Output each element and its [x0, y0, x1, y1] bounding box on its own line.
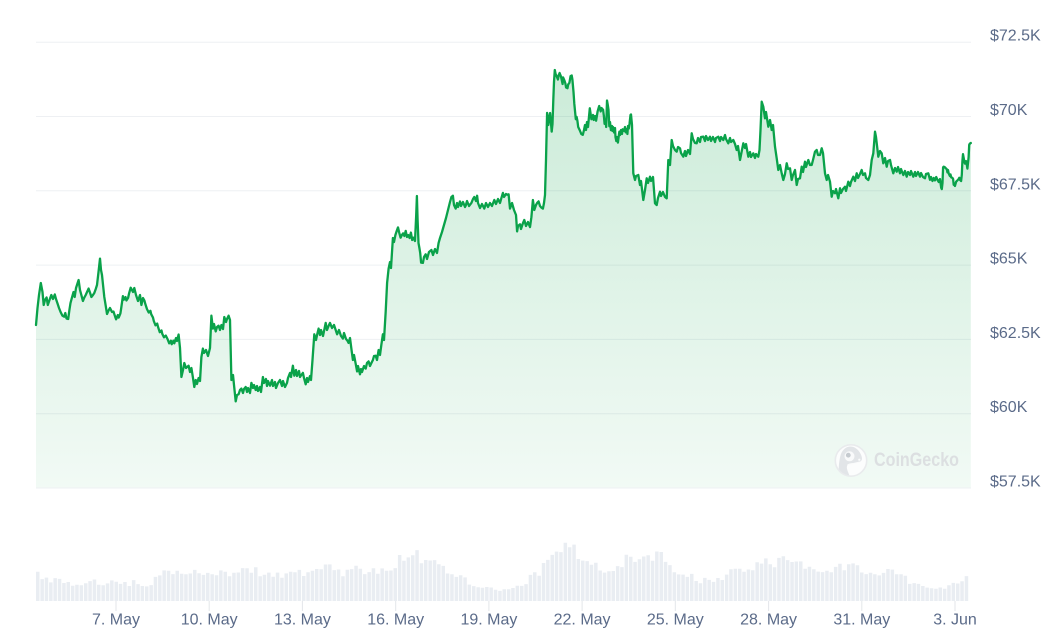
svg-text:$60K: $60K	[990, 399, 1028, 416]
svg-text:CoinGecko: CoinGecko	[874, 450, 959, 471]
svg-text:19. May: 19. May	[460, 612, 517, 629]
svg-text:$72.5K: $72.5K	[990, 28, 1041, 45]
svg-text:16. May: 16. May	[367, 612, 424, 629]
svg-text:$65K: $65K	[990, 251, 1028, 268]
svg-text:31. May: 31. May	[833, 612, 890, 629]
svg-text:25. May: 25. May	[647, 612, 704, 629]
svg-text:7. May: 7. May	[92, 612, 140, 629]
svg-text:$67.5K: $67.5K	[990, 176, 1041, 193]
svg-text:28. May: 28. May	[740, 612, 797, 629]
svg-text:22. May: 22. May	[554, 612, 611, 629]
svg-text:3. Jun: 3. Jun	[933, 612, 977, 629]
svg-text:$70K: $70K	[990, 102, 1028, 119]
svg-text:13. May: 13. May	[274, 612, 331, 629]
svg-text:$62.5K: $62.5K	[990, 325, 1041, 342]
svg-text:$57.5K: $57.5K	[990, 474, 1041, 491]
svg-text:10. May: 10. May	[181, 612, 238, 629]
